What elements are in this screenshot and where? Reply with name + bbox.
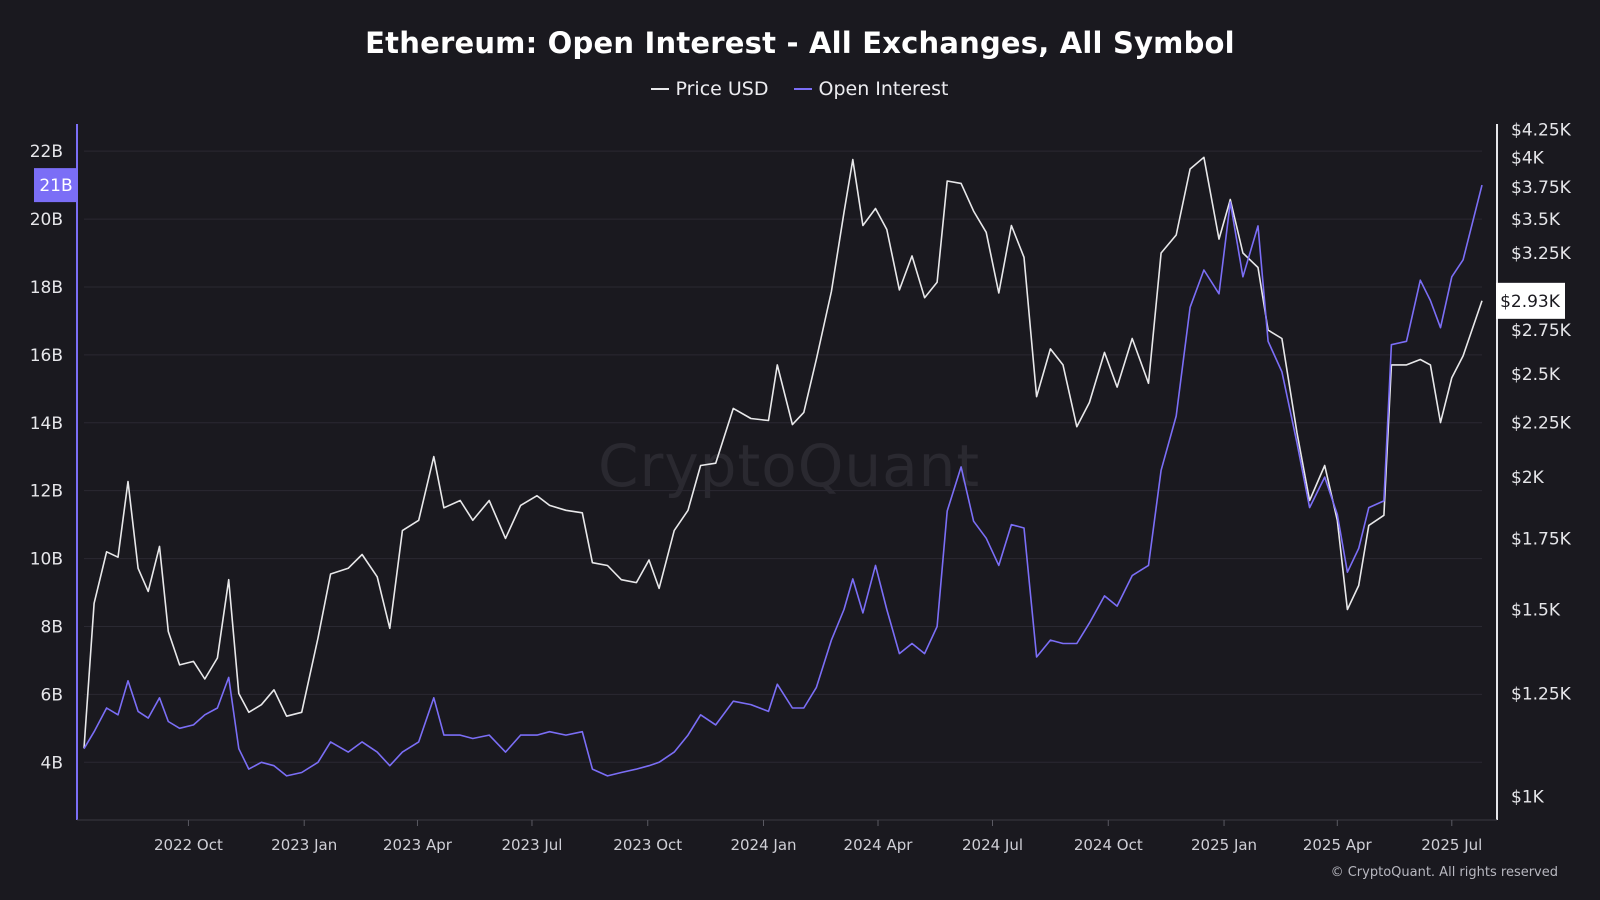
x-tick-label: 2025 Jul: [1421, 836, 1482, 854]
x-tick-label: 2024 Jul: [962, 836, 1023, 854]
y-right-tick-label: $1.75K: [1511, 529, 1572, 549]
x-tick-label: 2023 Jul: [501, 836, 562, 854]
y-right-tick-label: $1K: [1511, 787, 1545, 807]
legend-item-price[interactable]: Price USD: [651, 78, 768, 100]
y-left-tick-label: 6B: [41, 685, 63, 705]
x-tick-label: 2023 Oct: [613, 836, 682, 854]
y-right-tick-label: $3.75K: [1511, 178, 1572, 198]
x-tick-label: 2024 Jan: [730, 836, 796, 854]
x-tick-label: 2022 Oct: [154, 836, 223, 854]
series-line-price[interactable]: [83, 156, 1483, 749]
chart-legend: Price USD Open Interest: [0, 78, 1600, 100]
y-right-tick-label: $2.25K: [1511, 414, 1572, 434]
y-right-tick-label: $3.25K: [1511, 244, 1572, 264]
x-tick-label: 2025 Apr: [1303, 836, 1373, 854]
y-right-tick-label: $1.25K: [1511, 684, 1572, 704]
y-left-tick-label: 8B: [41, 617, 63, 637]
y-left-tick-label: 20B: [30, 210, 63, 230]
y-left-tick-label: 16B: [30, 346, 63, 366]
legend-label-price: Price USD: [675, 78, 769, 100]
y-left-tick-label: 14B: [30, 414, 63, 434]
x-tick-label: 2023 Apr: [383, 836, 453, 854]
y-right-tick-label: $2.5K: [1511, 365, 1561, 385]
x-tick-label: 2023 Jan: [271, 836, 337, 854]
series-line-open-interest[interactable]: [83, 184, 1483, 777]
legend-item-open-interest[interactable]: Open Interest: [794, 78, 949, 100]
y-right-tick-label: $1.5K: [1511, 600, 1561, 620]
y-left-tick-label: 4B: [41, 753, 63, 773]
y-right-tick-label: $4K: [1511, 148, 1545, 168]
legend-swatch-open-interest: [794, 88, 813, 90]
x-tick-label: 2025 Jan: [1191, 836, 1257, 854]
y-right-tick-label: $4.25K: [1511, 120, 1572, 140]
current-oi-label: 21B: [39, 176, 72, 196]
current-price-badge: [1496, 282, 1565, 319]
chart-title: Ethereum: Open Interest - All Exchanges,…: [365, 26, 1235, 60]
legend-label-open-interest: Open Interest: [818, 78, 949, 100]
y-right-tick-label: $2.75K: [1511, 321, 1572, 341]
copyright-notice: © CryptoQuant. All rights reserved: [1330, 865, 1558, 880]
y-left-tick-label: 22B: [30, 142, 63, 162]
current-price-label: $2.93K: [1500, 292, 1561, 312]
legend-swatch-price: [651, 88, 670, 90]
y-left-tick-label: 18B: [30, 278, 63, 298]
x-tick-label: 2024 Oct: [1074, 836, 1143, 854]
y-left-tick-label: 10B: [30, 550, 63, 570]
y-right-tick-label: $2K: [1511, 468, 1545, 488]
current-oi-badge: [34, 168, 78, 203]
watermark: CryptoQuant: [598, 432, 981, 500]
y-right-tick-label: $3.5K: [1511, 210, 1561, 230]
x-tick-label: 2024 Apr: [844, 836, 914, 854]
y-left-tick-label: 12B: [30, 482, 63, 502]
